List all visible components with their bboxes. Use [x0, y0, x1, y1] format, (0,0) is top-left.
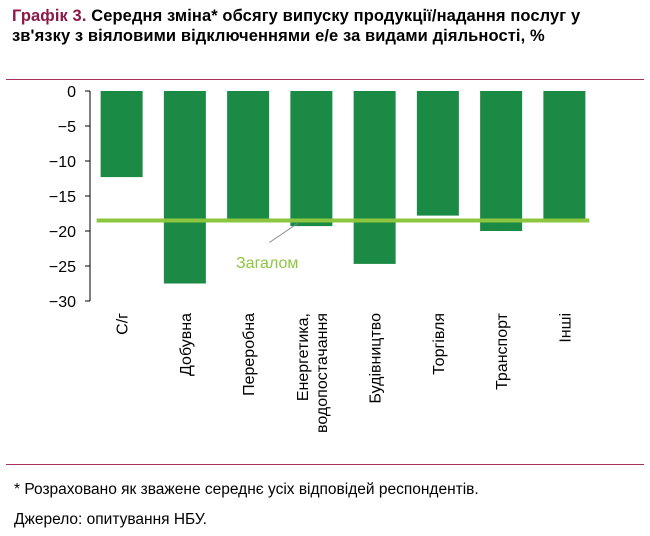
- x-category-label: С/г: [115, 313, 132, 335]
- y-tick-label: −20: [49, 224, 76, 241]
- x-category-label: Будівництво: [368, 313, 385, 404]
- x-category-label: Добувна: [178, 313, 195, 376]
- footnote: * Розраховано як зважене середнє усіх ві…: [14, 481, 479, 498]
- overall-leader-line: [269, 223, 298, 243]
- bar: [290, 91, 333, 227]
- x-category-label: Транспорт: [494, 312, 511, 390]
- bar: [480, 91, 523, 231]
- x-category-label: Переробна: [241, 313, 258, 396]
- chart-title: Графік 3. Середня зміна* обсягу випуску …: [12, 6, 638, 46]
- top-divider: [6, 79, 644, 80]
- source-note: Джерело: опитування НБУ.: [14, 511, 207, 528]
- chart-title-text: Середня зміна* обсягу випуску продукції/…: [12, 7, 581, 45]
- x-category-label: Енергетика,: [295, 313, 312, 401]
- bar: [227, 91, 270, 220]
- y-tick-label: −10: [49, 154, 76, 171]
- x-category-label: водопостачання: [314, 313, 331, 433]
- x-category-label: Інші: [557, 313, 574, 343]
- bar: [353, 91, 396, 264]
- y-tick-label: −30: [49, 294, 76, 311]
- y-tick-label: 0: [67, 84, 76, 101]
- bar-chart: 0 −5 −10 −15 −20 −25 −30 Загалом С/г Добувна Перер…: [49, 84, 590, 433]
- y-tick-label: −15: [49, 189, 76, 206]
- bar: [100, 91, 143, 178]
- overall-label: Загалом: [236, 255, 298, 272]
- y-tick-label: −25: [49, 259, 76, 276]
- bar: [163, 91, 206, 284]
- x-category-label: Торгівля: [431, 313, 448, 375]
- bottom-divider: [6, 464, 644, 465]
- chart-number: Графік 3.: [12, 7, 87, 25]
- bar: [416, 91, 459, 216]
- y-tick-label: −5: [58, 119, 76, 136]
- bar: [543, 91, 586, 220]
